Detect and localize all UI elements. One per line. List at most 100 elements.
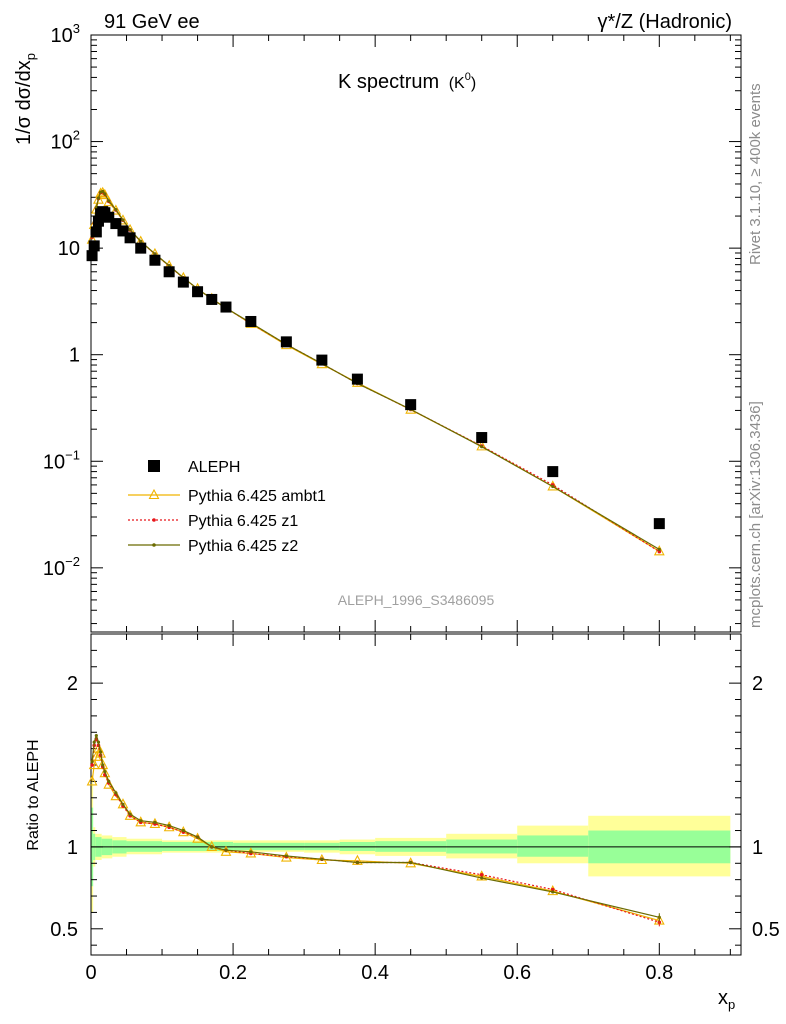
aleph-point: [316, 354, 328, 366]
legend-label-data: ALEPH: [188, 459, 240, 476]
x-tick-label: 0: [85, 962, 96, 984]
ratio-panel: 0.5 0.5 1 1 2 2 0 0.2 0.4 0.6 0.8: [50, 633, 780, 984]
z2-marker: [94, 733, 98, 738]
aleph-point: [163, 266, 175, 278]
z2-marker: [224, 848, 228, 852]
ambt1-marker: [99, 188, 111, 200]
z1-marker: [90, 763, 94, 767]
main-y-tick-label: 102: [51, 128, 80, 154]
z2-marker: [103, 769, 107, 774]
z2-marker: [551, 890, 555, 894]
z2-marker: [153, 252, 157, 256]
z1-marker: [657, 549, 662, 554]
ambt1-marker: [135, 816, 147, 827]
x-tick-label: 0.4: [361, 962, 389, 984]
main-y-tick-label: 10: [58, 238, 80, 260]
ambt1-marker: [99, 767, 111, 778]
x-tick-label: 0.6: [503, 962, 531, 984]
z2-marker: [96, 740, 101, 744]
main-line-ambt1: [91, 192, 660, 552]
legend-marker-z2: [152, 543, 156, 547]
z2-marker: [167, 824, 171, 828]
aleph-point: [547, 466, 559, 478]
z2-marker: [90, 760, 94, 764]
aleph-point: [405, 399, 417, 411]
legend-label-ambt1: Pythia 6.425 ambt1: [188, 488, 326, 505]
legend-marker-z1: [152, 518, 156, 522]
ambt1-marker: [547, 884, 559, 896]
z2-marker: [101, 763, 105, 767]
x-axis-label-sub: p: [728, 997, 735, 1012]
ratio-y-label: Ratio to ALEPH: [25, 739, 42, 850]
x-axis-label-text: x: [718, 987, 728, 1009]
aleph-point: [103, 211, 115, 223]
aleph-point: [86, 250, 98, 262]
chart-title-suffix: (K: [449, 75, 465, 92]
main-y-tick-label: 103: [51, 21, 80, 47]
aleph-point: [149, 254, 161, 266]
rivet-label: Rivet 3.1.10, ≥ 400k events: [747, 83, 764, 265]
z1-marker: [479, 872, 484, 877]
z2-marker: [657, 547, 661, 551]
z2-marker: [320, 857, 324, 861]
z2-marker: [128, 228, 132, 232]
chart-title: K spectrum (K0): [338, 71, 476, 93]
ratio-y-tick-label-right: 2: [752, 673, 763, 695]
ambt1-marker: [103, 195, 115, 207]
x-axis-label: xp: [718, 987, 735, 1012]
ratio-series-group: [86, 733, 665, 927]
ambt1-marker: [351, 854, 363, 865]
main-y-label-text: 1/σ dσ/dx: [13, 60, 35, 145]
chart-title-main: K spectrum: [338, 71, 439, 93]
z2-marker: [92, 740, 96, 744]
z2-marker: [139, 819, 143, 823]
main-frame: [90, 34, 742, 633]
ratio-line-z2: [91, 733, 660, 918]
z1-marker: [550, 887, 555, 892]
aleph-point: [220, 301, 232, 313]
main-line-z2: [91, 190, 660, 550]
aleph-point: [245, 315, 257, 327]
ratio-y-tick-label-left: 0.5: [50, 919, 78, 941]
aleph-point: [192, 286, 204, 298]
z2-marker: [107, 779, 111, 783]
z2-marker: [249, 850, 253, 854]
z2-marker: [139, 239, 143, 243]
header-left: 91 GeV ee: [104, 11, 200, 33]
z2-marker: [195, 835, 200, 839]
x-tick-label: 0.8: [645, 962, 673, 984]
analysis-watermark: ALEPH_1996_S3486095: [338, 592, 495, 608]
aleph-point: [177, 276, 189, 288]
z2-marker: [551, 484, 555, 489]
ratio-y-tick-label-left: 2: [67, 673, 78, 695]
aleph-point: [206, 293, 218, 305]
legend-marker-ambt1: [148, 488, 160, 500]
z2-marker: [114, 791, 118, 795]
z2-marker: [153, 820, 157, 824]
aleph-point: [653, 518, 665, 530]
aleph-point: [92, 215, 104, 227]
z2-marker: [128, 812, 132, 816]
ratio-y-tick-label-right: 1: [752, 837, 763, 859]
aleph-point: [135, 242, 147, 254]
main-series-group: [86, 186, 665, 556]
z2-marker: [121, 802, 125, 806]
main-data-group: [86, 206, 665, 530]
legend-marker-aleph: [148, 460, 160, 472]
ambt1-marker: [110, 204, 122, 215]
legend-label-z2: Pythia 6.425 z2: [188, 538, 298, 555]
header-right: γ*/Z (Hadronic): [598, 11, 732, 33]
stat-band: [517, 835, 589, 857]
ambt1-marker: [476, 870, 488, 881]
chart-title-close: ): [471, 75, 476, 92]
ratio-frame: [90, 633, 742, 956]
z2-marker: [107, 199, 111, 203]
ratio-y-tick-label-right: 0.5: [752, 919, 780, 941]
ambt1-marker: [90, 750, 102, 761]
aleph-point: [351, 373, 363, 385]
z2-marker: [96, 196, 101, 200]
chart-title-sup: 0: [465, 71, 471, 83]
ambt1-marker: [117, 798, 129, 809]
main-y-label: 1/σ dσ/dxp: [13, 53, 38, 145]
